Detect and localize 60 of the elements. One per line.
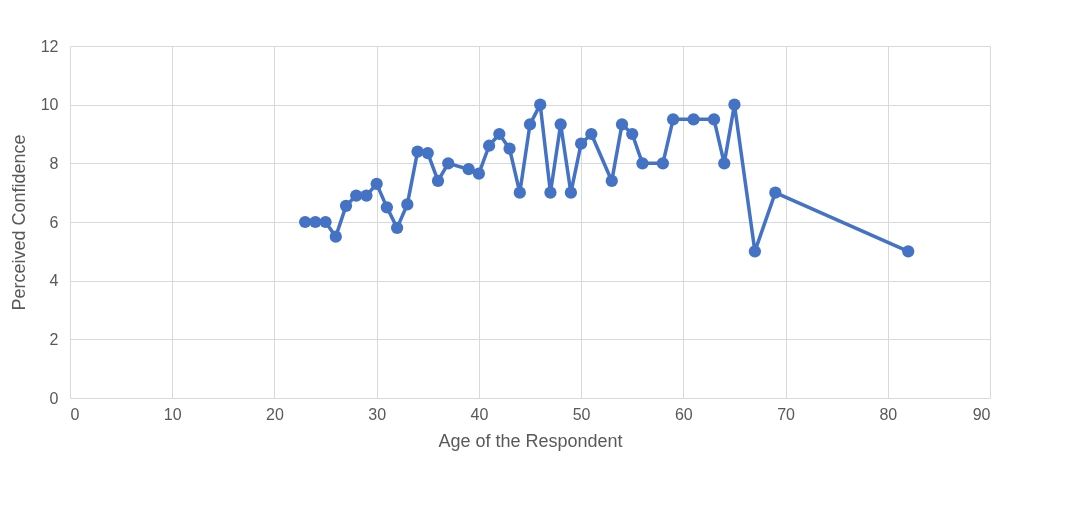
point: [482, 139, 496, 152]
x-tick-label: 50: [572, 405, 591, 423]
point: [666, 113, 680, 126]
point: [534, 98, 547, 111]
point: [411, 145, 424, 158]
x-tick-label: 30: [368, 405, 387, 423]
y-axis-title: Perceived Confidence: [8, 134, 29, 311]
point: [902, 245, 915, 258]
x-axis-title: Age of the Respondent: [438, 430, 623, 451]
x-tick-label: 20: [266, 405, 284, 423]
x-tick-label: 80: [879, 405, 898, 423]
y-tick-label: 4: [49, 272, 59, 290]
point: [431, 174, 445, 188]
y-tick-label: 10: [40, 96, 59, 114]
point: [564, 186, 578, 199]
x-tick-label: 70: [777, 405, 796, 423]
point: [728, 98, 741, 111]
point: [605, 174, 618, 188]
y-tick-label: 2: [49, 330, 59, 348]
point: [503, 142, 516, 155]
x-tick-label: 40: [470, 405, 489, 423]
y-tick-label: 0: [49, 389, 59, 407]
point: [493, 127, 506, 141]
point: [350, 189, 363, 202]
y-tick-label: 12: [40, 37, 59, 55]
point: [585, 127, 598, 141]
point: [309, 215, 322, 229]
point: [380, 201, 394, 214]
point: [748, 245, 762, 258]
point: [319, 215, 332, 229]
point: [636, 157, 649, 170]
point: [626, 127, 639, 141]
point: [513, 186, 526, 199]
point: [421, 146, 434, 160]
point: [769, 186, 782, 199]
point: [523, 118, 537, 131]
point: [442, 157, 455, 170]
point: [687, 113, 700, 126]
point: [718, 157, 731, 170]
y-tick-label: 8: [49, 154, 59, 172]
point: [390, 221, 404, 234]
point: [656, 157, 670, 170]
point: [544, 186, 557, 199]
point: [370, 177, 383, 190]
x-tick-label: 10: [163, 405, 182, 423]
point: [339, 199, 353, 212]
y-tick-label: 6: [49, 213, 59, 231]
x-tick-label: 60: [674, 405, 693, 423]
point: [401, 198, 414, 211]
point: [298, 215, 312, 229]
point: [554, 118, 567, 131]
point: [574, 137, 588, 150]
x-tick-label: 90: [972, 405, 991, 423]
x-tick-label: 0: [70, 405, 80, 423]
point: [360, 189, 373, 202]
point: [615, 118, 629, 131]
point: [472, 167, 486, 180]
point: [462, 163, 475, 176]
point: [707, 113, 721, 126]
point: [329, 230, 342, 243]
